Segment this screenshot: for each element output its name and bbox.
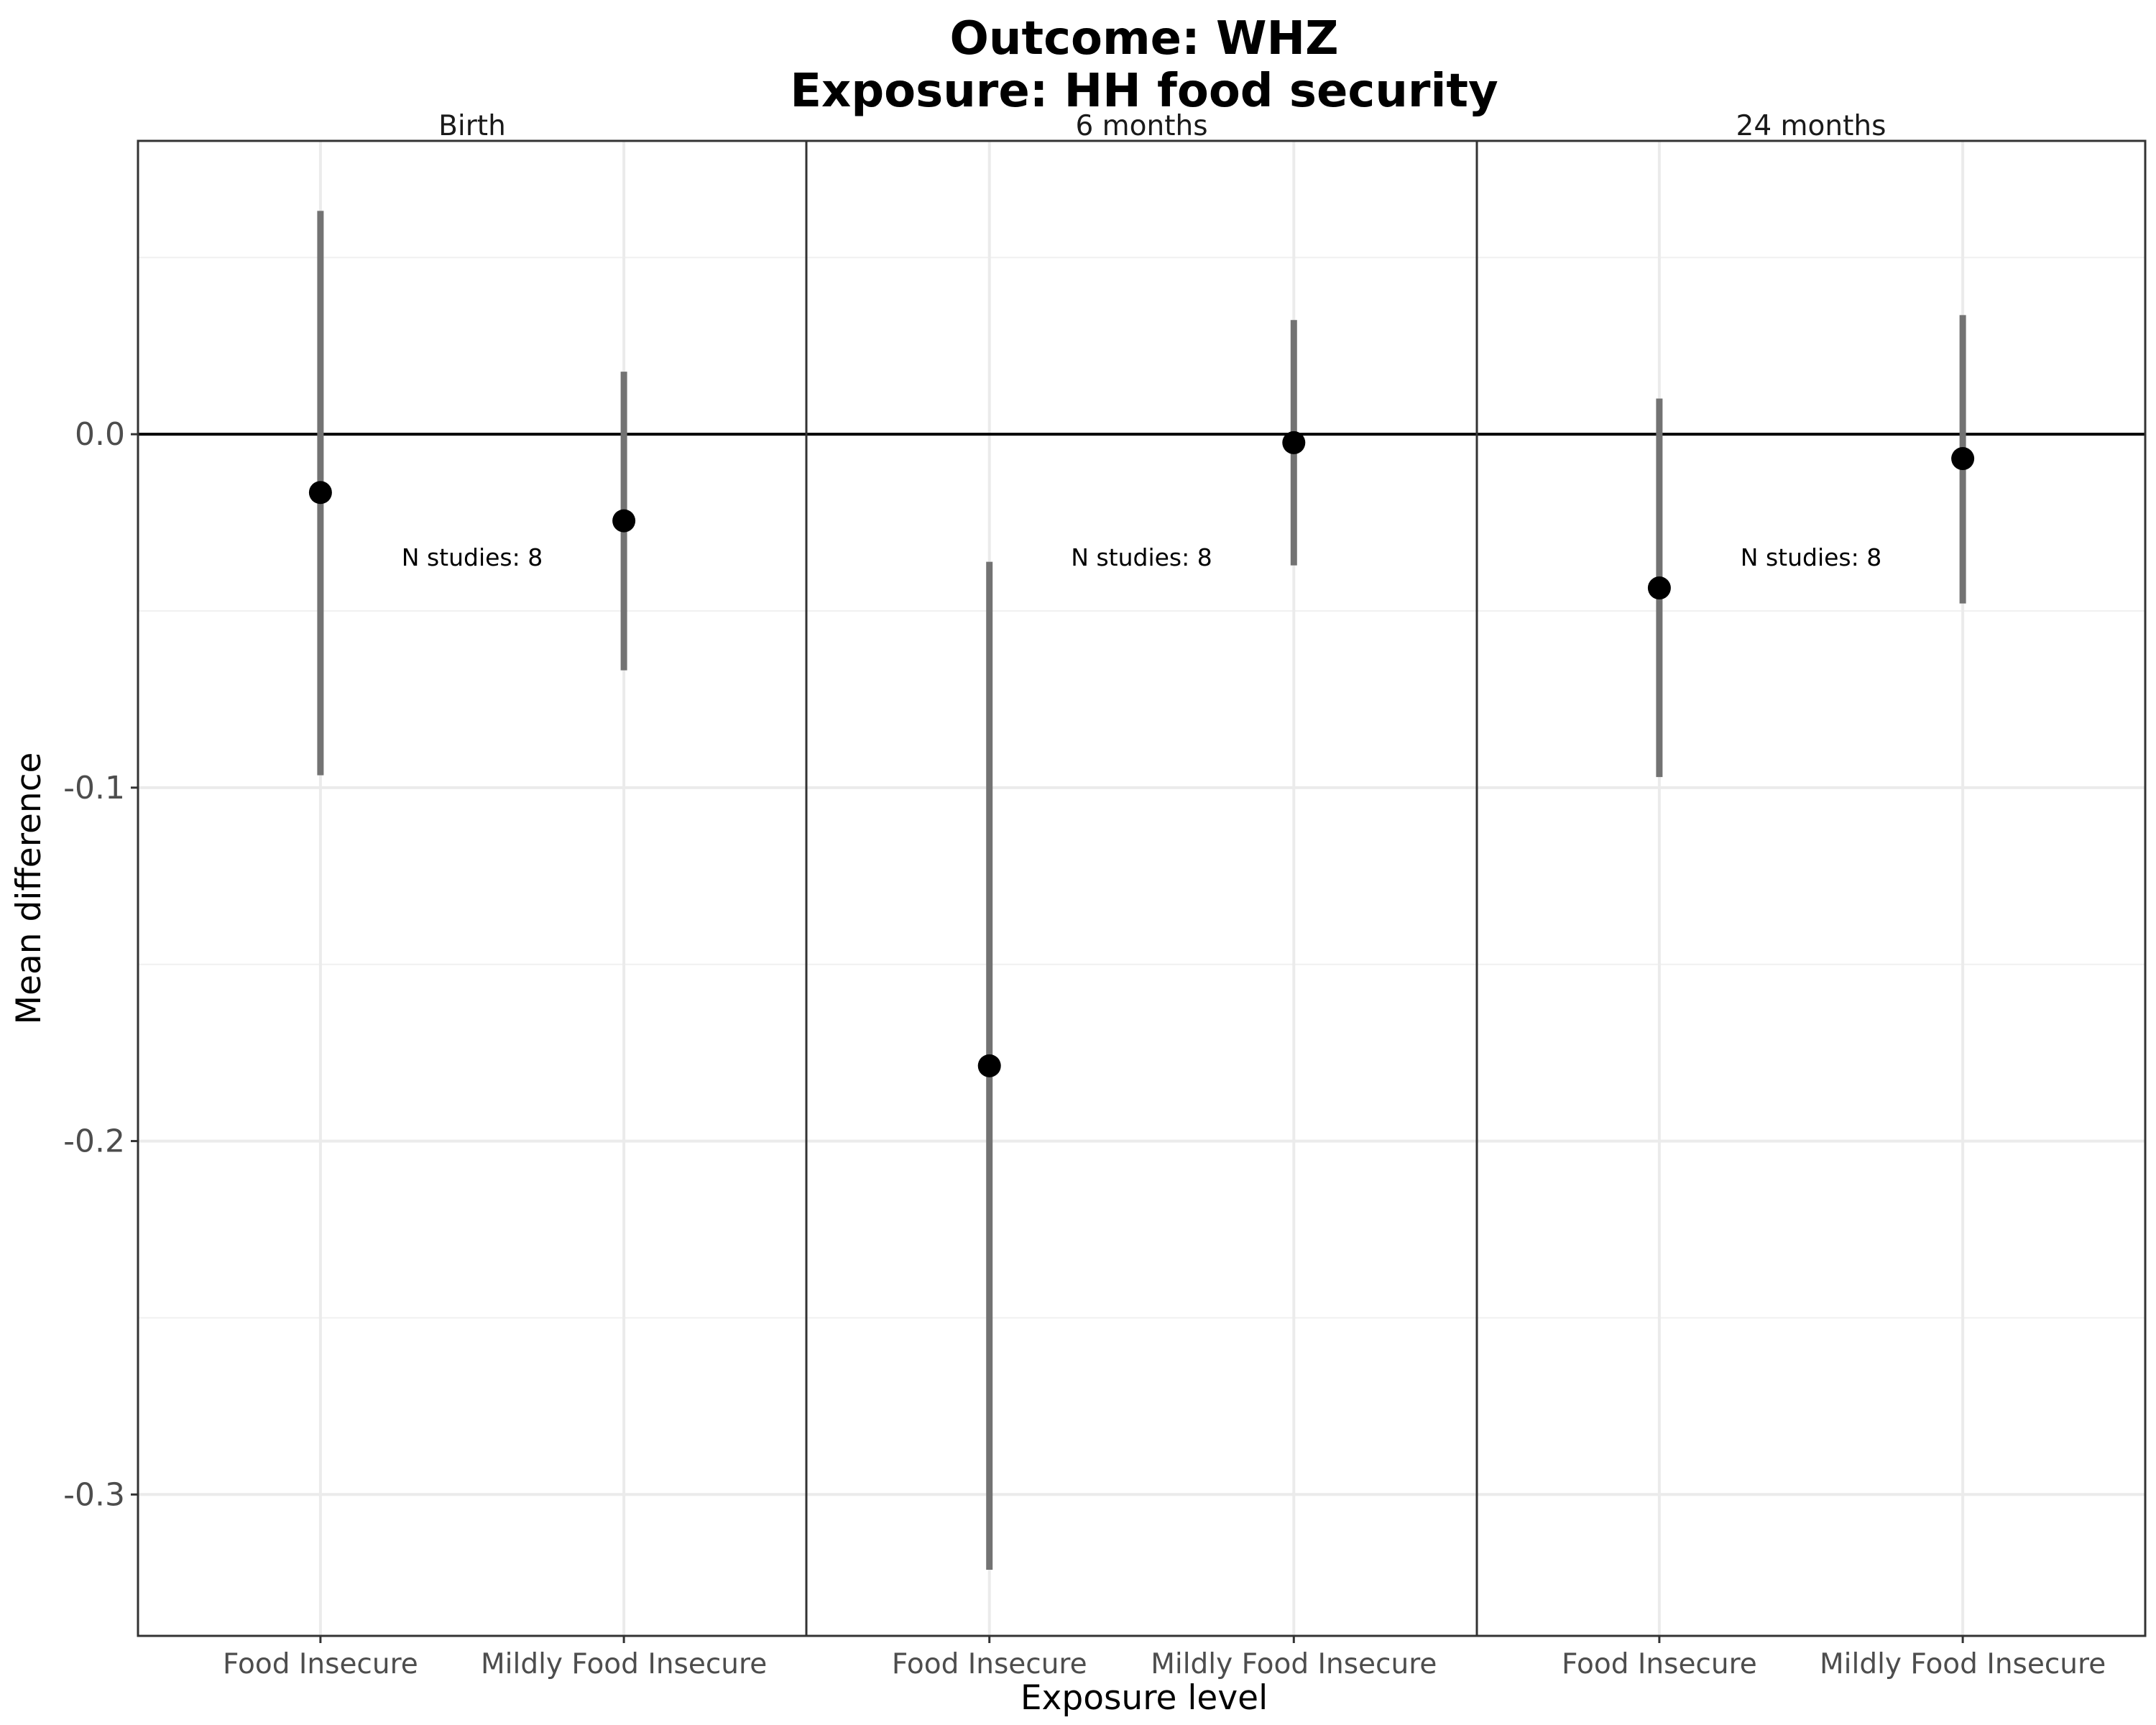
y-tick-label: -0.1 bbox=[63, 770, 125, 806]
x-tick-label: Food Insecure bbox=[1562, 1648, 1757, 1680]
facet-panel: N studies: 8 Birth Food Insecure Mildly Foo… bbox=[137, 110, 808, 1680]
n-studies-annotation: N studies: 8 bbox=[1741, 543, 1881, 571]
panel-background bbox=[806, 141, 1477, 1636]
point-estimate bbox=[1282, 431, 1306, 454]
n-studies-annotation: N studies: 8 bbox=[402, 543, 543, 571]
x-tick-label: Mildly Food Insecure bbox=[1820, 1648, 2106, 1680]
facet-panel: N studies: 8 24 months Food Insecure Mildly… bbox=[1475, 110, 2147, 1680]
y-tick-label: -0.3 bbox=[63, 1476, 125, 1513]
x-axis-label: Exposure level bbox=[1021, 1678, 1268, 1718]
n-studies-annotation: N studies: 8 bbox=[1071, 543, 1212, 571]
plot-area: N studies: 8 Birth Food Insecure Mildly Foo… bbox=[63, 110, 2147, 1680]
y-tick-label: -0.2 bbox=[63, 1123, 125, 1160]
x-tick-label: Mildly Food Insecure bbox=[1151, 1648, 1437, 1680]
chart-title: Outcome: WHZ bbox=[950, 12, 1339, 65]
panel-background bbox=[138, 141, 806, 1636]
point-estimate bbox=[1951, 447, 1975, 471]
y-axis-label: Mean difference bbox=[9, 753, 49, 1025]
facet-panel: N studies: 8 6 months Food Insecure Mildly … bbox=[805, 110, 1478, 1680]
point-estimate bbox=[308, 481, 332, 505]
panel-background bbox=[1477, 141, 2145, 1636]
x-tick-label: Food Insecure bbox=[892, 1648, 1087, 1680]
facet-strip-label: 24 months bbox=[1736, 110, 1886, 142]
point-estimate bbox=[1647, 576, 1671, 600]
point-estimate bbox=[977, 1054, 1001, 1077]
point-estimate bbox=[612, 509, 636, 533]
facet-strip-label: Birth bbox=[438, 110, 506, 142]
panel-border bbox=[1475, 139, 2147, 1637]
chart-subtitle: Exposure: HH food security bbox=[790, 65, 1498, 118]
x-tick-label: Food Insecure bbox=[223, 1648, 418, 1680]
facet-strip-label: 6 months bbox=[1075, 110, 1207, 142]
y-tick-label: 0.0 bbox=[75, 416, 125, 453]
x-tick-label: Mildly Food Insecure bbox=[481, 1648, 767, 1680]
